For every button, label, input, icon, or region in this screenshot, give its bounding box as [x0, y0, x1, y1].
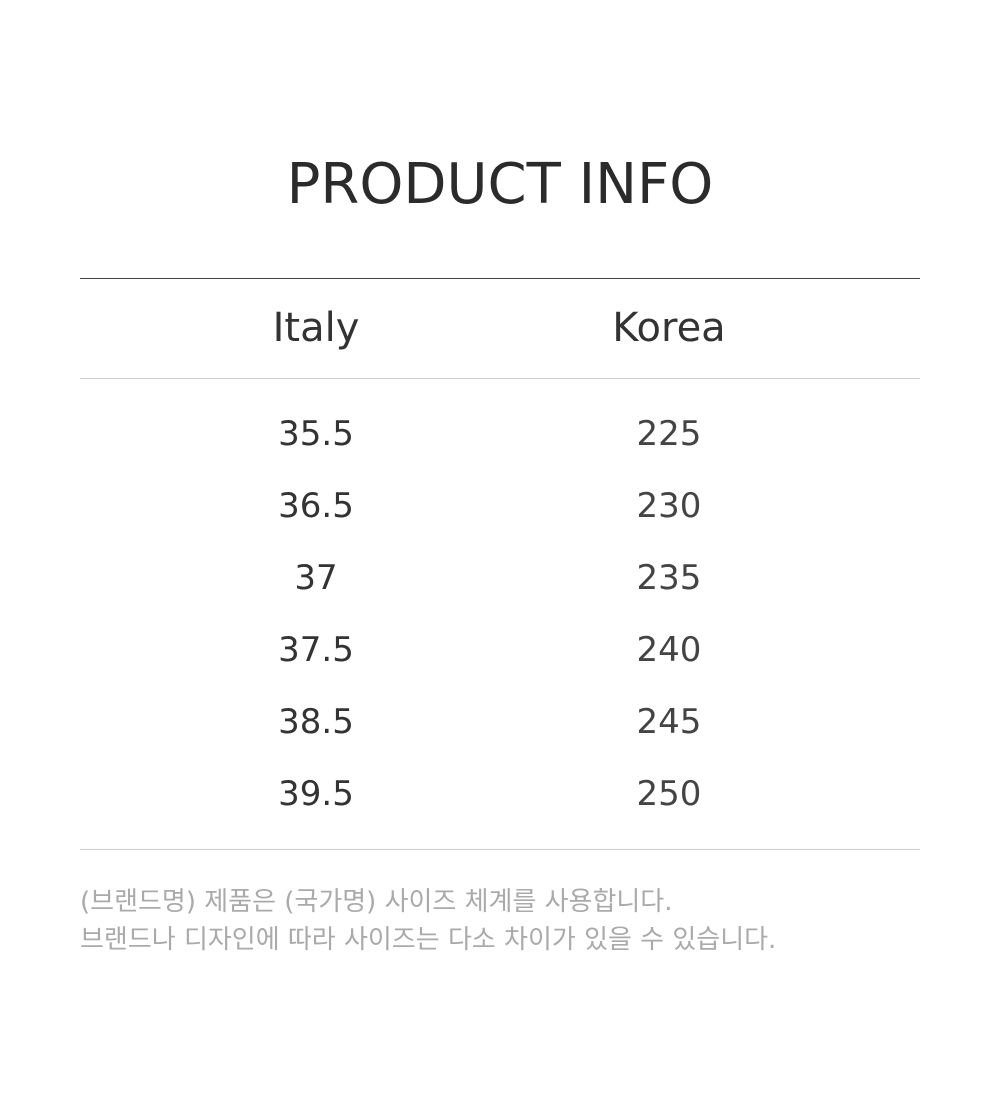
- korea-size: 250: [636, 774, 702, 814]
- table-header: Italy Korea: [80, 278, 920, 378]
- size-note: (브랜드명) 제품은 (국가명) 사이즈 체계를 사용합니다. 브랜드나 디자인…: [80, 883, 776, 959]
- note-line: 브랜드나 디자인에 따라 사이즈는 다소 차이가 있을 수 있습니다.: [80, 925, 777, 955]
- table-row: 35.5 225: [0, 398, 1000, 470]
- header-italy: Italy: [272, 305, 360, 351]
- table-row: 37 235: [0, 542, 1000, 614]
- italy-size: 37: [294, 558, 338, 598]
- table-bottom-divider: [80, 849, 920, 850]
- page-title: PRODUCT INFO: [286, 152, 714, 217]
- korea-size: 225: [636, 414, 702, 454]
- italy-size: 35.5: [278, 414, 354, 454]
- italy-size: 38.5: [278, 702, 354, 742]
- korea-size: 230: [636, 486, 702, 526]
- table-row: 38.5 245: [0, 686, 1000, 758]
- italy-size: 39.5: [278, 774, 354, 814]
- note-line: (브랜드명) 제품은 (국가명) 사이즈 체계를 사용합니다.: [80, 887, 673, 917]
- korea-size: 235: [636, 558, 702, 598]
- header-korea: Korea: [612, 305, 726, 351]
- italy-size: 37.5: [278, 630, 354, 670]
- table-top-divider: [80, 278, 920, 279]
- header-divider: [80, 378, 920, 379]
- italy-size: 36.5: [278, 486, 354, 526]
- table-row: 36.5 230: [0, 470, 1000, 542]
- table-row: 39.5 250: [0, 758, 1000, 830]
- korea-size: 240: [636, 630, 702, 670]
- korea-size: 245: [636, 702, 702, 742]
- table-row: 37.5 240: [0, 614, 1000, 686]
